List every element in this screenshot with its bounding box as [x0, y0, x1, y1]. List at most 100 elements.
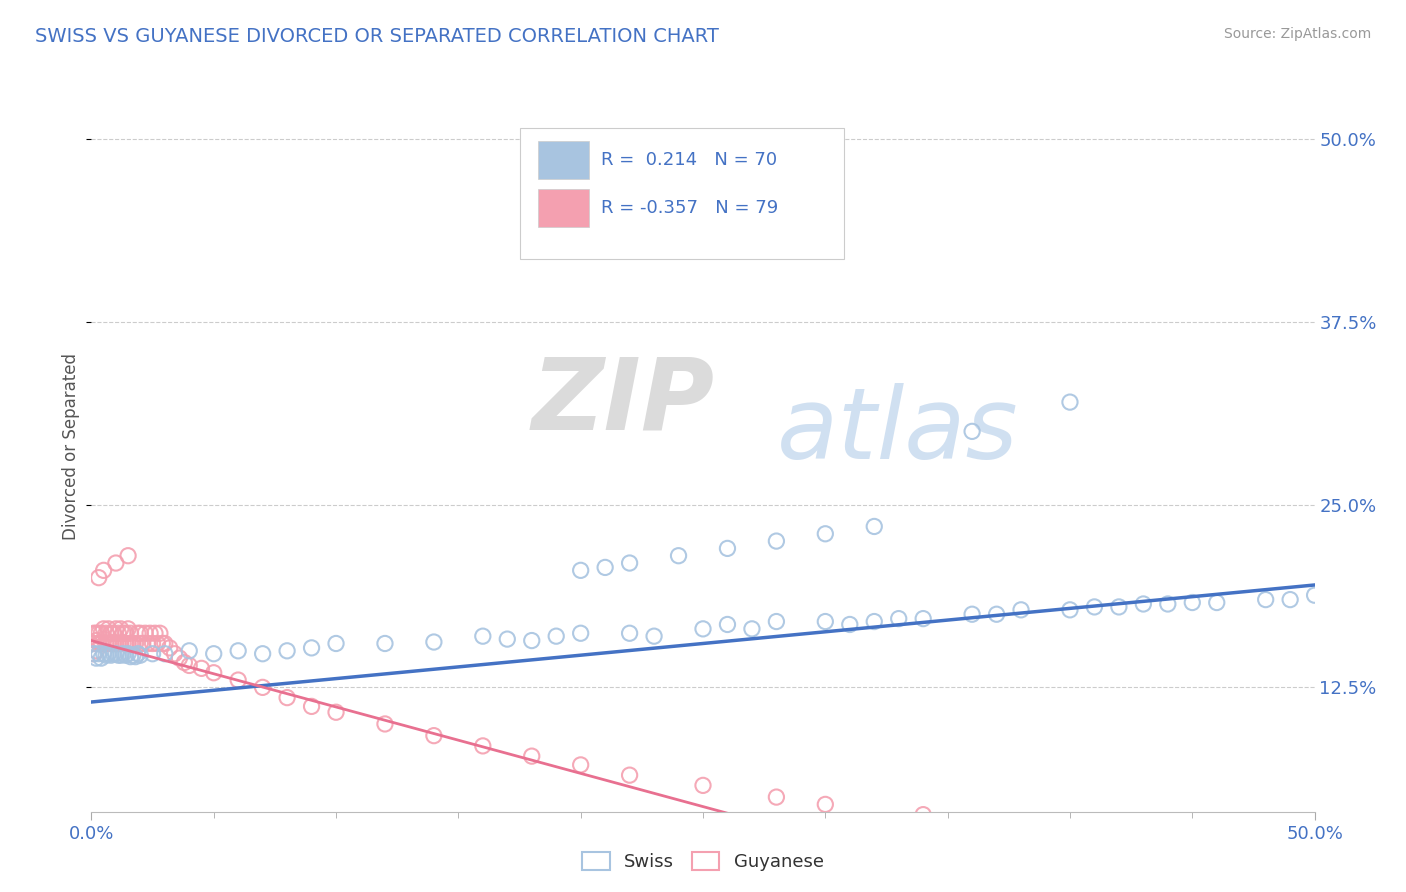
Point: [226, 644, 249, 658]
Point: [1181, 595, 1204, 609]
Point: [202, 665, 225, 680]
Point: [226, 673, 249, 687]
Point: [83, 636, 105, 650]
Point: [912, 612, 935, 626]
Point: [97, 622, 120, 636]
Point: [129, 626, 152, 640]
Point: [814, 615, 837, 629]
Point: [124, 636, 146, 650]
Point: [127, 626, 149, 640]
FancyBboxPatch shape: [538, 188, 589, 227]
Point: [120, 636, 142, 650]
Point: [1279, 592, 1302, 607]
Point: [202, 647, 225, 661]
Point: [1083, 599, 1105, 614]
Point: [129, 636, 152, 650]
Point: [139, 626, 162, 640]
Point: [1108, 831, 1130, 846]
Point: [1059, 603, 1081, 617]
Point: [143, 626, 166, 640]
Point: [546, 629, 568, 643]
Text: SWISS VS GUYANESE DIVORCED OR SEPARATED CORRELATION CHART: SWISS VS GUYANESE DIVORCED OR SEPARATED …: [35, 27, 718, 45]
Point: [87, 571, 110, 585]
Point: [124, 649, 146, 664]
Point: [1303, 588, 1326, 602]
Point: [100, 636, 122, 650]
Point: [141, 636, 163, 650]
Point: [569, 626, 592, 640]
Point: [179, 658, 201, 673]
Point: [496, 632, 519, 646]
Point: [741, 622, 763, 636]
Point: [134, 626, 156, 640]
Point: [374, 636, 396, 650]
Point: [87, 647, 110, 661]
Point: [122, 636, 145, 650]
Point: [104, 647, 127, 661]
Point: [110, 648, 132, 663]
Y-axis label: Divorced or Separated: Divorced or Separated: [62, 352, 80, 540]
Point: [153, 647, 176, 661]
Legend: Swiss, Guyanese: Swiss, Guyanese: [575, 845, 831, 879]
Point: [692, 622, 714, 636]
Point: [104, 556, 127, 570]
Point: [1108, 599, 1130, 614]
Point: [114, 636, 136, 650]
Text: atlas: atlas: [776, 383, 1018, 480]
Point: [83, 647, 105, 661]
Point: [765, 534, 787, 549]
Point: [173, 656, 195, 670]
Point: [132, 636, 155, 650]
Point: [127, 647, 149, 661]
Point: [117, 647, 139, 661]
Point: [1157, 597, 1180, 611]
Point: [94, 636, 117, 650]
Point: [107, 636, 129, 650]
Point: [471, 629, 494, 643]
Point: [103, 636, 125, 650]
Point: [83, 626, 105, 640]
Point: [93, 632, 115, 646]
Point: [84, 626, 107, 640]
Point: [1205, 837, 1227, 851]
Point: [960, 607, 983, 622]
Point: [520, 749, 543, 764]
Point: [107, 648, 129, 663]
Point: [190, 661, 212, 675]
Point: [94, 648, 117, 663]
Point: [90, 651, 112, 665]
Point: [94, 626, 117, 640]
Point: [87, 626, 110, 640]
Point: [114, 626, 136, 640]
Point: [716, 617, 738, 632]
Point: [110, 622, 132, 636]
Point: [520, 633, 543, 648]
Point: [912, 807, 935, 822]
Point: [90, 636, 112, 650]
Point: [93, 622, 115, 636]
Point: [112, 626, 135, 640]
Text: R =  0.214   N = 70: R = 0.214 N = 70: [602, 151, 778, 169]
Point: [90, 626, 112, 640]
Point: [117, 549, 139, 563]
Point: [1205, 595, 1227, 609]
Point: [569, 758, 592, 772]
Point: [117, 622, 139, 636]
Point: [1010, 603, 1032, 617]
FancyBboxPatch shape: [538, 141, 589, 179]
Point: [110, 636, 132, 650]
Point: [814, 526, 837, 541]
Point: [87, 636, 110, 650]
Text: R = -0.357   N = 79: R = -0.357 N = 79: [602, 199, 779, 217]
Point: [374, 717, 396, 731]
Point: [765, 790, 787, 805]
Point: [83, 647, 105, 661]
Point: [276, 690, 298, 705]
Point: [150, 636, 173, 650]
Point: [103, 626, 125, 640]
Point: [276, 644, 298, 658]
Point: [423, 729, 446, 743]
Text: ZIP: ZIP: [531, 353, 714, 450]
Point: [814, 797, 837, 812]
Point: [112, 636, 135, 650]
